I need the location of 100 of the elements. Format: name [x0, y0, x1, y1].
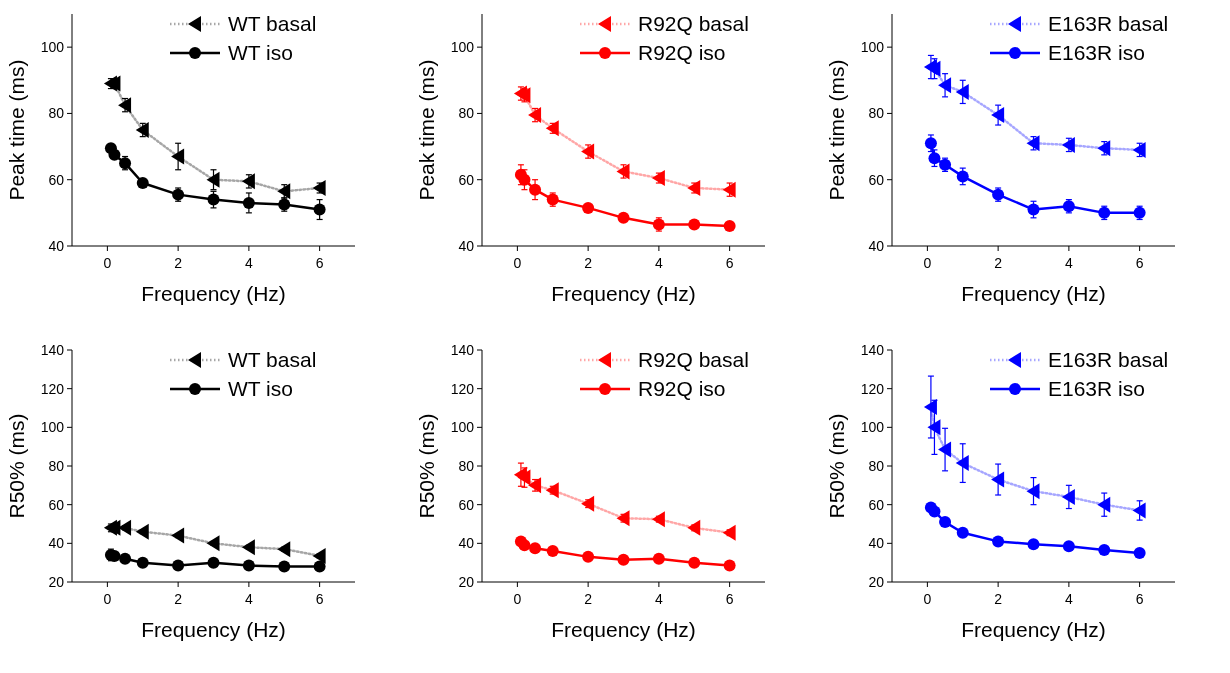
point: [277, 541, 291, 558]
y-tick-label: 40: [48, 237, 65, 254]
y-axis-title: R50% (ms): [5, 413, 28, 519]
point: [1026, 483, 1040, 500]
legend-label: E163R iso: [1048, 41, 1145, 65]
y-axis-title: Peak time (ms): [415, 59, 438, 201]
point: [651, 511, 665, 528]
point: [136, 177, 149, 190]
point: [617, 553, 630, 566]
point: [278, 560, 291, 573]
point: [135, 122, 149, 138]
y-tick-label: 100: [450, 419, 475, 436]
y-tick-label: 120: [450, 380, 475, 397]
point: [955, 455, 969, 472]
point: [1062, 540, 1075, 553]
x-tick-label: 2: [994, 591, 1003, 607]
legend-label: E163R basal: [1048, 12, 1169, 36]
point: [206, 535, 220, 552]
x-tick-label: 4: [654, 255, 663, 271]
x-tick-label: 0: [513, 255, 522, 271]
y-tick-label: 40: [868, 237, 885, 254]
point: [992, 188, 1005, 201]
x-tick-label: 0: [103, 255, 112, 271]
x-tick-label: 2: [584, 591, 593, 607]
legend-label: WT basal: [228, 12, 317, 36]
y-tick-label: 20: [458, 573, 475, 590]
point: [517, 469, 531, 486]
point: [923, 399, 937, 416]
y-tick-label: 100: [450, 39, 475, 56]
point: [312, 547, 326, 564]
y-tick-label: 60: [48, 171, 65, 188]
point: [938, 441, 952, 458]
y-tick-label: 60: [868, 496, 885, 513]
point: [1027, 538, 1040, 551]
point: [242, 196, 255, 209]
y-tick-label: 40: [458, 237, 475, 254]
point: [723, 220, 736, 233]
point: [581, 495, 595, 512]
y-tick-label: 60: [458, 171, 475, 188]
x-axis-title: Frequency (Hz): [141, 618, 286, 641]
y-axis-title: R50% (ms): [825, 413, 848, 519]
x-tick-label: 0: [923, 591, 932, 607]
point: [955, 83, 969, 100]
point: [313, 203, 326, 216]
legend-label: E163R basal: [1048, 348, 1169, 372]
point: [1098, 544, 1111, 557]
point: [582, 550, 595, 563]
point: [1061, 488, 1075, 505]
point: [241, 539, 255, 556]
x-tick-label: 2: [174, 591, 183, 607]
x-tick-label: 6: [1135, 255, 1144, 271]
y-tick-label: 80: [458, 457, 475, 474]
point: [722, 524, 736, 541]
x-tick-label: 0: [513, 591, 522, 607]
y-tick-label: 80: [48, 105, 65, 122]
point: [518, 173, 531, 186]
legend-label: WT basal: [228, 348, 317, 372]
point: [119, 552, 132, 565]
point: [1097, 496, 1111, 513]
x-tick-label: 6: [725, 255, 734, 271]
point: [939, 516, 952, 529]
legend-label: R92Q basal: [638, 12, 749, 36]
x-tick-label: 0: [923, 255, 932, 271]
point: [938, 77, 952, 94]
x-tick-label: 4: [1064, 255, 1073, 271]
legend-label: WT iso: [228, 377, 293, 401]
point: [688, 218, 701, 231]
point: [956, 526, 969, 539]
x-tick-label: 4: [244, 591, 253, 607]
point: [313, 560, 326, 573]
x-tick-label: 4: [654, 591, 663, 607]
point: [1132, 141, 1146, 158]
point: [108, 148, 121, 161]
y-tick-label: 100: [40, 419, 65, 436]
y-tick-label: 80: [48, 457, 65, 474]
point: [992, 535, 1005, 548]
y-tick-label: 80: [458, 105, 475, 122]
legend-label: R92Q iso: [638, 41, 726, 65]
x-tick-label: 4: [244, 255, 253, 271]
y-tick-label: 20: [868, 573, 885, 590]
point: [1061, 136, 1075, 153]
y-tick-label: 60: [48, 496, 65, 513]
legend-label: R92Q basal: [638, 348, 749, 372]
y-axis-title: Peak time (ms): [825, 59, 848, 201]
point: [1132, 502, 1146, 519]
y-tick-label: 140: [860, 341, 885, 358]
x-tick-label: 6: [1135, 591, 1144, 607]
y-tick-label: 40: [458, 535, 475, 552]
point: [616, 510, 630, 527]
y-tick-label: 120: [40, 380, 65, 397]
point: [545, 120, 559, 137]
point: [991, 471, 1005, 488]
point: [207, 556, 220, 569]
y-tick-label: 40: [48, 535, 65, 552]
x-axis-title: Frequency (Hz): [551, 618, 696, 641]
y-tick-label: 140: [40, 341, 65, 358]
point: [617, 211, 630, 224]
point: [172, 559, 185, 572]
y-axis-title: R50% (ms): [415, 413, 438, 519]
point: [545, 482, 559, 499]
